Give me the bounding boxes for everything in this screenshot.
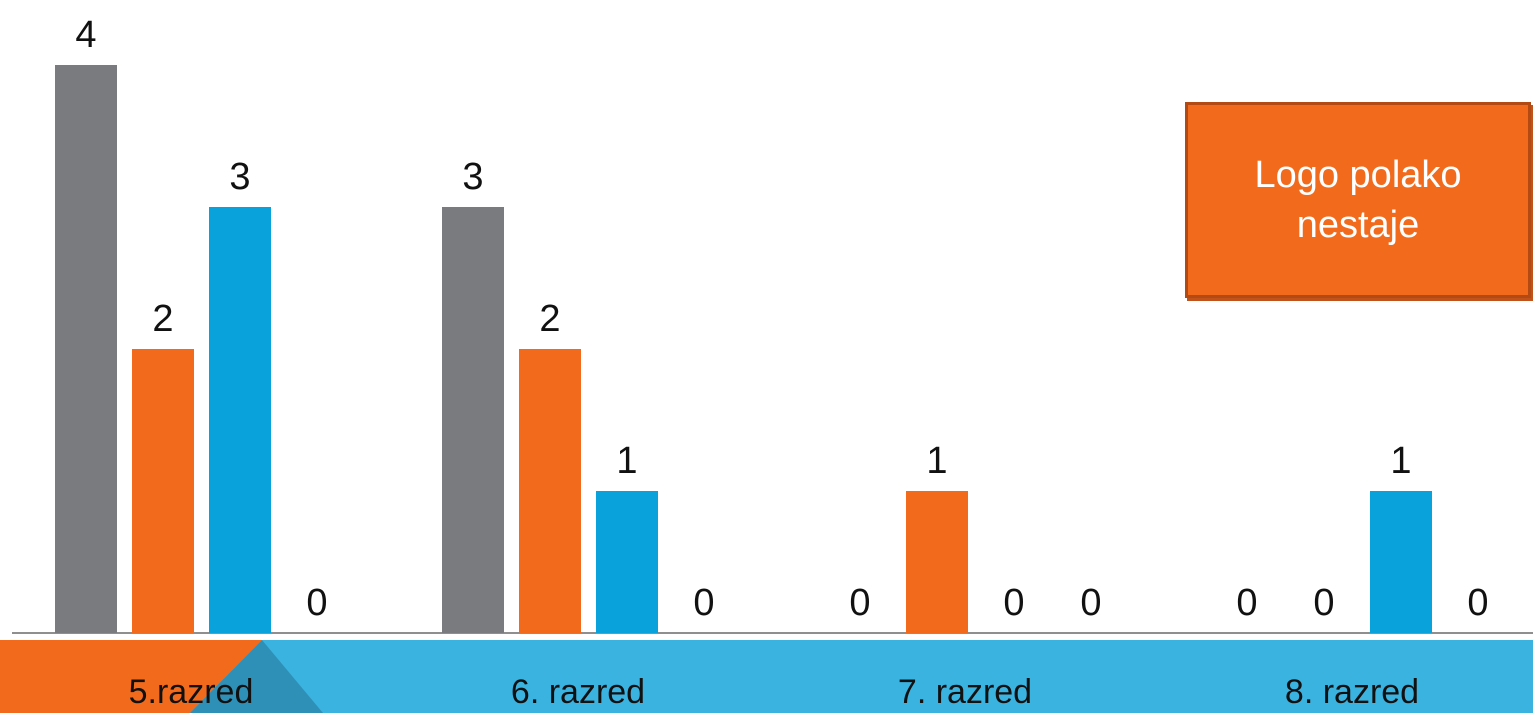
data-label: 1	[1390, 440, 1412, 482]
bar	[442, 207, 504, 633]
data-label: 0	[1080, 582, 1102, 624]
bar	[132, 349, 194, 633]
callout-box: Logo polako nestaje	[1185, 102, 1531, 298]
data-label: 0	[306, 582, 328, 624]
data-label: 0	[1003, 582, 1025, 624]
footer-band-orange	[0, 640, 262, 713]
bar	[1370, 491, 1432, 633]
category-label: 7. razred	[897, 673, 1033, 711]
data-label: 0	[1467, 582, 1489, 624]
data-label: 0	[1313, 582, 1335, 624]
bar	[519, 349, 581, 633]
bar	[55, 65, 117, 633]
data-label: 0	[1236, 582, 1258, 624]
data-label: 1	[616, 440, 638, 482]
data-label: 0	[693, 582, 715, 624]
bar	[906, 491, 968, 633]
callout-text: Logo polako nestaje	[1254, 154, 1462, 246]
data-label: 0	[849, 582, 871, 624]
data-label: 4	[75, 14, 97, 56]
bar	[596, 491, 658, 633]
category-label: 8. razred	[1284, 673, 1420, 711]
footer-band-wedge	[190, 640, 323, 713]
data-label: 2	[539, 298, 561, 340]
x-axis-line	[12, 632, 1533, 634]
footer-band	[0, 640, 1533, 713]
bar	[209, 207, 271, 633]
category-label: 6. razred	[510, 673, 646, 711]
data-label: 2	[152, 298, 174, 340]
data-label: 3	[462, 156, 484, 198]
category-label: 5.razred	[128, 673, 254, 711]
data-label: 1	[926, 440, 948, 482]
data-label: 3	[229, 156, 251, 198]
